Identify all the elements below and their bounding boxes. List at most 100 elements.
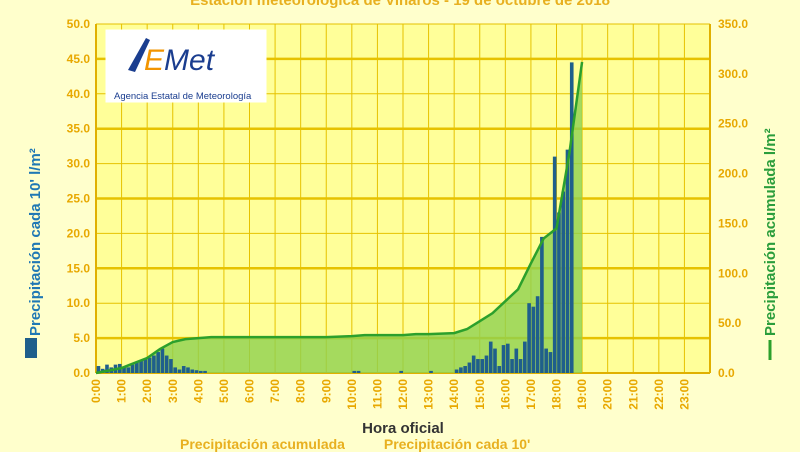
bar <box>527 303 531 373</box>
bar <box>143 359 148 373</box>
bar <box>352 370 357 373</box>
bar <box>186 367 190 373</box>
legend: Precipitación acumulada Precipitación ca… <box>180 436 530 452</box>
bar <box>518 359 523 373</box>
x-axis: 0:00 1:00 2:00 3:00 4:00 5:00 6:00 7:00 8:00 9:00… <box>89 379 691 410</box>
y2-tick-label: 50.0 <box>718 316 742 330</box>
x-tick-label: 23:00 <box>677 379 691 410</box>
bar <box>356 370 361 373</box>
legend-item-10min: Precipitación cada 10' <box>383 436 531 452</box>
bar <box>194 370 199 373</box>
bar <box>429 370 433 373</box>
x-tick-label: 6:00 <box>243 379 257 403</box>
y-tick-label: 35.0 <box>67 122 91 136</box>
x-tick-label: 14:00 <box>447 379 461 410</box>
chart-title: Estación meteorológica de Vinaròs - 19 d… <box>190 0 610 9</box>
logo-subtitle: Agencia Estatal de Meteorología <box>114 91 252 102</box>
bar <box>122 366 126 373</box>
y-tick-label: 50.0 <box>67 17 91 31</box>
x-tick-label: 21:00 <box>626 379 640 410</box>
bar <box>96 366 101 373</box>
x-tick-label: 1:00 <box>115 379 129 403</box>
y2-tick-label: 200.0 <box>718 167 748 181</box>
x-tick-label: 2:00 <box>140 379 154 403</box>
x-tick-label: 18:00 <box>550 379 564 410</box>
x-tick-label: 22:00 <box>652 379 666 410</box>
bar <box>505 343 510 373</box>
y-tick-label: 5.0 <box>73 331 90 345</box>
y-tick-label: 15.0 <box>67 261 91 275</box>
bar <box>531 306 536 373</box>
bar <box>135 362 139 373</box>
x-tick-label: 11:00 <box>370 379 384 409</box>
logo-text: EMet <box>144 44 216 77</box>
bar <box>497 366 502 373</box>
bar <box>198 370 203 373</box>
bar <box>484 355 489 373</box>
bar <box>147 357 152 373</box>
y2-tick-label: 150.0 <box>718 216 748 230</box>
x-tick-label: 17:00 <box>524 379 538 410</box>
y-axis-label: Precipitación cada 10' l/m² <box>27 148 44 336</box>
x-tick-label: 12:00 <box>396 379 410 410</box>
bar <box>173 367 178 373</box>
bar <box>510 359 514 373</box>
x-tick-label: 9:00 <box>319 379 333 403</box>
bar <box>105 364 109 373</box>
bar <box>480 359 485 373</box>
bar <box>190 369 195 373</box>
bar <box>169 359 173 373</box>
bar <box>203 370 207 373</box>
bar <box>548 352 553 373</box>
left-axis: 0.0 5.0 10.0 15.0 20.0 25.0 30.0 35.0 40.0 45.0 50… <box>67 17 91 380</box>
x-tick-label: 3:00 <box>166 379 180 403</box>
y-tick-label: 40.0 <box>67 87 91 101</box>
legend-item-cumulative: Precipitación acumulada <box>180 436 345 452</box>
bar <box>544 348 548 373</box>
bar <box>488 341 493 373</box>
bar <box>565 149 570 373</box>
bar <box>493 348 497 373</box>
y-tick-label: 45.0 <box>67 52 91 66</box>
y-axis-label-marker <box>25 338 37 358</box>
x-tick-label: 19:00 <box>575 379 589 410</box>
x-tick-label: 8:00 <box>294 379 308 403</box>
y2-tick-label: 250.0 <box>718 117 748 131</box>
bar <box>471 355 476 373</box>
y2-tick-label: 0.0 <box>718 366 735 380</box>
bar <box>152 355 156 373</box>
x-tick-label: 13:00 <box>422 379 436 410</box>
x-tick-label: 5:00 <box>217 379 231 403</box>
bar <box>164 355 169 373</box>
y-tick-label: 0.0 <box>73 366 90 380</box>
y-tick-label: 10.0 <box>67 296 91 310</box>
x-tick-label: 0:00 <box>89 379 103 403</box>
bar <box>535 296 540 373</box>
y-tick-label: 30.0 <box>67 157 91 171</box>
bar <box>160 348 165 373</box>
x-tick-label: 4:00 <box>191 379 205 403</box>
bar <box>540 236 544 373</box>
bar <box>459 367 463 373</box>
bar <box>523 341 527 373</box>
x-tick-label: 16:00 <box>498 379 512 410</box>
bar <box>181 366 186 373</box>
bar <box>561 191 566 373</box>
bar <box>139 360 143 373</box>
bar <box>463 366 467 373</box>
y-tick-label: 25.0 <box>67 192 91 206</box>
bar <box>454 369 459 373</box>
bar <box>130 364 135 373</box>
bar <box>514 348 519 373</box>
aemet-logo: EMet Agencia Estatal de Meteorología <box>105 29 267 103</box>
x-axis-label: Hora oficial <box>362 420 444 437</box>
cumulative-line <box>95 61 584 375</box>
x-tick-label: 10:00 <box>345 379 359 410</box>
bar <box>399 370 403 373</box>
x-tick-label: 15:00 <box>473 379 487 410</box>
y2-tick-label: 300.0 <box>718 67 748 81</box>
bars-group <box>96 62 574 373</box>
y2-axis-label: Precipitación acumulada l/m² <box>762 128 779 336</box>
bar <box>177 369 182 373</box>
